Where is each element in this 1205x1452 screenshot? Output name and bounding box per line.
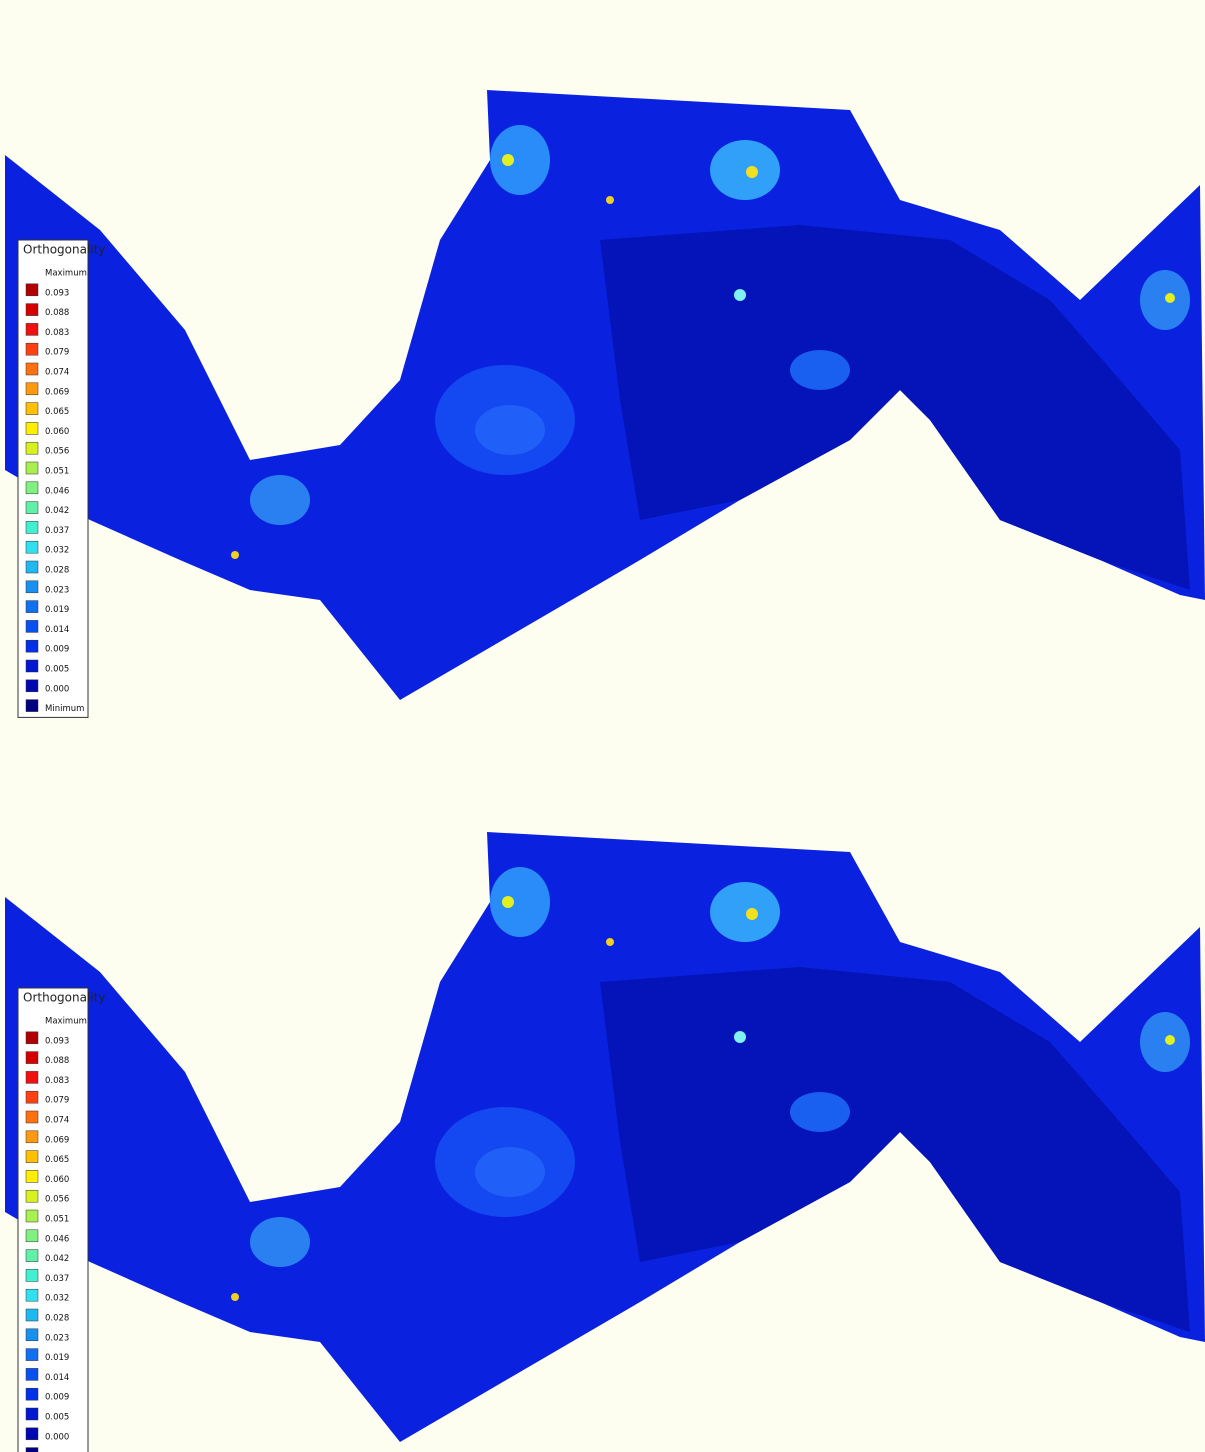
legend-label: 0.079 [45, 1096, 69, 1106]
legend-swatch [26, 680, 38, 692]
legend-label: Minimum [45, 704, 84, 714]
legend-swatch [26, 462, 38, 474]
legend-swatch [26, 1210, 38, 1222]
legend-label: 0.009 [45, 645, 69, 655]
legend-swatch [26, 1329, 38, 1341]
legend-label: 0.060 [45, 1175, 69, 1185]
legend-label: 0.046 [45, 1234, 69, 1244]
legend-swatch [26, 403, 38, 415]
legend-swatch [26, 1388, 38, 1400]
legend-label: 0.032 [45, 1294, 69, 1304]
legend-swatch [26, 1349, 38, 1361]
legend-swatch [26, 1131, 38, 1143]
legend-swatch [26, 1111, 38, 1123]
legend-label: 0.000 [45, 1432, 69, 1442]
legend-label: 0.014 [45, 1373, 69, 1383]
legend-label: 0.037 [45, 526, 69, 536]
legend-swatch [26, 581, 38, 593]
legend-swatch [26, 1250, 38, 1262]
legend-swatch [26, 1309, 38, 1321]
legend-label: 0.009 [45, 1393, 69, 1403]
legend-label: 0.079 [45, 348, 69, 358]
legend-label: 0.019 [45, 605, 69, 615]
legend-swatch [26, 561, 38, 573]
legend-swatch [26, 323, 38, 335]
legend-label: 0.088 [45, 308, 69, 318]
legend-label: 0.065 [45, 407, 69, 417]
legend-label: 0.023 [45, 1333, 69, 1343]
legend-swatch [26, 1052, 38, 1064]
legend-label: 0.042 [45, 506, 69, 516]
legend-label: 0.060 [45, 427, 69, 437]
legend-label: 0.051 [45, 467, 69, 477]
legend-swatch [26, 1368, 38, 1380]
legend-label: 0.083 [45, 328, 69, 338]
legend-label: 0.000 [45, 684, 69, 694]
legend-label: 0.051 [45, 1215, 69, 1225]
legend-label: 0.028 [45, 1314, 69, 1324]
legend-swatch [26, 1428, 38, 1440]
legend-swatch [26, 601, 38, 613]
legend-label: 0.005 [45, 665, 69, 675]
legend-swatch [26, 1032, 38, 1044]
legend-label: 0.037 [45, 1274, 69, 1284]
legend-swatch [26, 422, 38, 434]
legend-label: 0.056 [45, 1195, 69, 1205]
legend-label: 0.088 [45, 1056, 69, 1066]
legend-swatch [26, 1448, 38, 1452]
legend-swatch [26, 1230, 38, 1242]
legend-label: 0.093 [45, 288, 69, 298]
legend-label: 0.023 [45, 585, 69, 595]
legend-swatch [26, 343, 38, 355]
legend-swatch [26, 1170, 38, 1182]
legend-label: 0.083 [45, 1076, 69, 1086]
legend-label: 0.028 [45, 566, 69, 576]
legend-swatch [26, 482, 38, 494]
legend-swatch [26, 1289, 38, 1301]
legend-swatch [26, 541, 38, 553]
legend-label: 0.014 [45, 625, 69, 635]
screenshot: Orthogonality Maximum 0.093 0.088 0.083 0.079… [0, 0, 1205, 1452]
legend-title: Orthogonality [23, 243, 105, 257]
legend-label: 0.065 [45, 1155, 69, 1165]
legend-swatch [26, 502, 38, 514]
legend-label: Maximum [45, 269, 87, 279]
legend-swatch [26, 284, 38, 296]
legend-label: 0.019 [45, 1353, 69, 1363]
legend-label: 0.074 [45, 368, 69, 378]
legend-label: 0.093 [45, 1036, 69, 1046]
legend-swatch [26, 1091, 38, 1103]
mesh-plot-top [5, 90, 1205, 700]
legend-swatch [26, 1190, 38, 1202]
legend-swatch [26, 521, 38, 533]
legend-label: 0.005 [45, 1413, 69, 1423]
legend-swatch [26, 620, 38, 632]
legend-swatch [26, 442, 38, 454]
legend-swatch [26, 304, 38, 316]
legend-swatch [26, 1151, 38, 1163]
mesh-plot-bottom [5, 832, 1205, 1442]
legend-label: 0.069 [45, 1135, 69, 1145]
legend-label: 0.074 [45, 1116, 69, 1126]
legend-label: 0.046 [45, 486, 69, 496]
legend-label: 0.032 [45, 546, 69, 556]
legend-swatch [26, 640, 38, 652]
legend-swatch [26, 1408, 38, 1420]
legend-label: 0.056 [45, 447, 69, 457]
legend-swatch [26, 363, 38, 375]
legend-title: Orthogonality [23, 991, 105, 1005]
legend-label: Maximum [45, 1017, 87, 1027]
legend-label: 0.069 [45, 387, 69, 397]
legend-swatch [26, 383, 38, 395]
page: Orthogonality Maximum 0.093 0.088 0.083 0.079… [0, 0, 1205, 1452]
legend-swatch [26, 660, 38, 672]
legend-label: 0.042 [45, 1254, 69, 1264]
legend-swatch [26, 700, 38, 712]
legend-swatch [26, 1071, 38, 1083]
legend-swatch [26, 1269, 38, 1281]
